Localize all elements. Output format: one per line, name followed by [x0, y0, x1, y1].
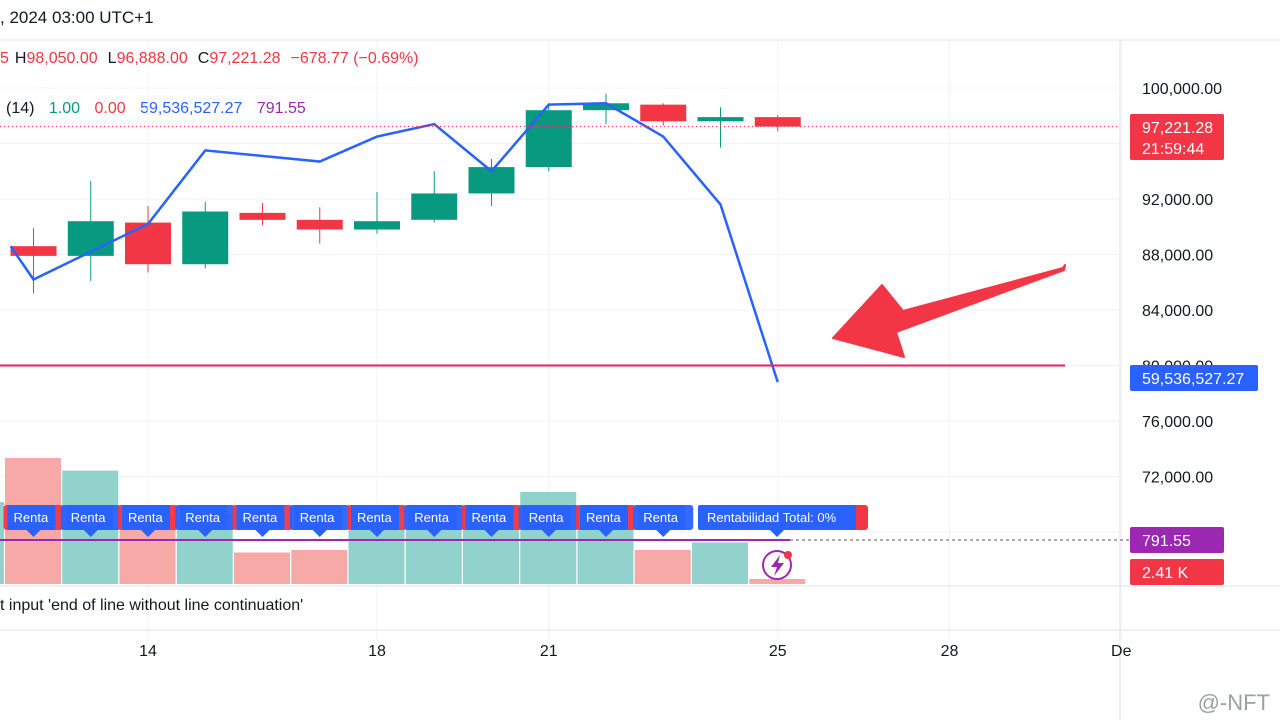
x-tick-label: 21 — [540, 643, 558, 660]
histogram-bar — [0, 502, 4, 584]
histogram-bar — [692, 542, 748, 584]
renta-label-text: Renta — [185, 510, 220, 525]
y-tick-label: 100,000.00 — [1142, 81, 1222, 98]
candle — [583, 94, 629, 125]
grid-lines — [0, 40, 1280, 720]
watermark: @-NFT — [1198, 690, 1270, 716]
candle-body — [755, 117, 801, 126]
histogram-bar — [635, 550, 691, 584]
notification-dot — [784, 551, 792, 559]
y-tick-label: 84,000.00 — [1142, 303, 1213, 320]
renta-label-text: Renta — [643, 510, 678, 525]
candle — [240, 203, 286, 225]
renta-label-text: Renta — [472, 510, 507, 525]
candle — [755, 115, 801, 131]
renta-total-text: Rentabilidad Total: 0% — [707, 510, 837, 525]
histogram-bar — [234, 553, 290, 585]
candle-body — [698, 117, 744, 121]
indicator-price-tag-text: 59,536,527.27 — [1142, 371, 1244, 388]
y-tick-label: 88,000.00 — [1142, 248, 1213, 265]
candle — [698, 107, 744, 147]
candle-body — [240, 213, 286, 220]
x-tick-label: 25 — [769, 643, 787, 660]
script-error-message: t input 'end of line without line contin… — [0, 597, 303, 615]
pane-value-tag-text: 791.55 — [1142, 533, 1191, 550]
candle — [297, 207, 343, 243]
last-price-value: 97,221.28 — [1142, 120, 1213, 137]
pane-value-tag: 791.55 — [1130, 527, 1224, 553]
x-tick-label: De — [1111, 643, 1132, 660]
candle — [640, 103, 686, 125]
candle — [411, 171, 457, 222]
renta-label-pointer — [313, 530, 327, 537]
volume-value-tag: 2.41 K — [1130, 559, 1224, 585]
candle — [68, 181, 114, 281]
renta-label-text: Renta — [357, 510, 392, 525]
x-tick-label: 18 — [368, 643, 386, 660]
renta-label-text: Renta — [71, 510, 106, 525]
y-tick-label: 92,000.00 — [1142, 192, 1213, 209]
candle-body — [125, 223, 171, 265]
candle-body — [640, 105, 686, 122]
indicator-price-tag: 59,536,527.27 — [1130, 365, 1258, 391]
volume-value-tag-text: 2.41 K — [1142, 565, 1189, 582]
candle — [11, 228, 57, 293]
renta-label-text: Renta — [586, 510, 621, 525]
renta-label-text: Renta — [529, 510, 564, 525]
candle — [354, 192, 400, 234]
y-tick-label: 72,000.00 — [1142, 470, 1213, 487]
renta-total-pointer — [770, 530, 784, 537]
candle — [182, 202, 228, 269]
histogram-bar — [291, 550, 347, 584]
candle-body — [297, 220, 343, 230]
candle-body — [182, 211, 228, 264]
price-tags: 97,221.28 21:59:44 59,536,527.27 791.55 2.41… — [1130, 114, 1258, 585]
renta-label-pointer — [256, 530, 270, 537]
candle-body — [526, 110, 572, 167]
candle-body — [411, 193, 457, 219]
x-tick-label: 14 — [139, 643, 157, 660]
renta-label-text: Renta — [243, 510, 278, 525]
renta-label-text: Renta — [14, 510, 49, 525]
y-tick-label: 76,000.00 — [1142, 414, 1213, 431]
renta-label-text: Renta — [414, 510, 449, 525]
x-tick-label: 28 — [941, 643, 959, 660]
countdown-value: 21:59:44 — [1142, 141, 1204, 158]
candle-body — [354, 221, 400, 229]
candle — [526, 103, 572, 171]
renta-label-text: Renta — [128, 510, 163, 525]
renta-label-text: Renta — [300, 510, 335, 525]
renta-label-pointer — [656, 530, 670, 537]
candlestick-series — [11, 94, 801, 294]
candle — [125, 206, 171, 273]
